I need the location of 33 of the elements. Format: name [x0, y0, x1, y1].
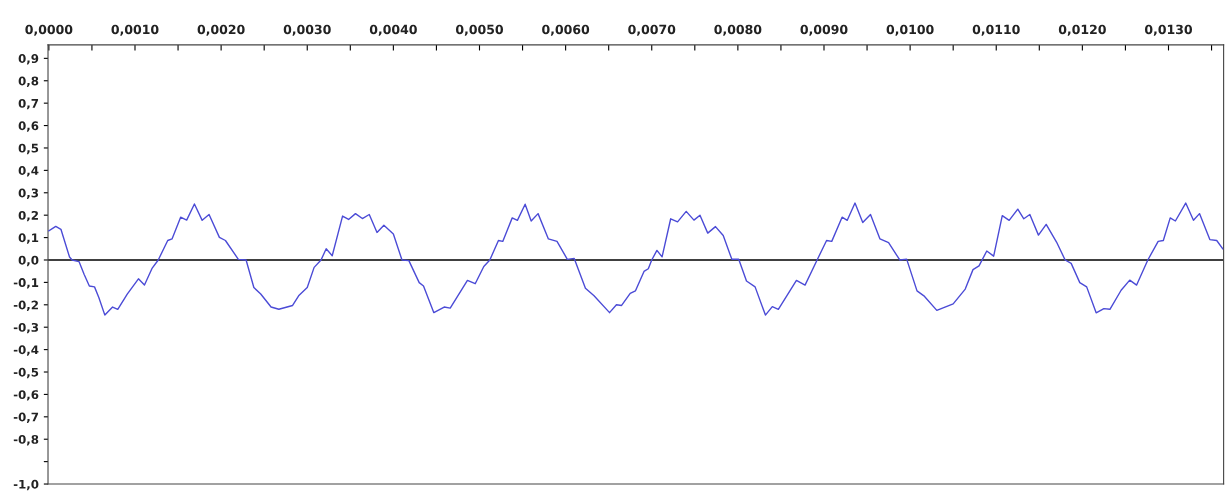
y-tick-label: 0,3	[18, 188, 39, 199]
y-tick-label: -0,6	[13, 390, 39, 401]
y-tick-label: -0,7	[13, 412, 39, 423]
y-tick-label: -1,0	[13, 479, 39, 491]
x-tick-label: 0,0030	[283, 24, 331, 36]
x-tick-label: 0,0040	[369, 24, 417, 36]
x-tick-label: 0,0080	[714, 24, 762, 36]
y-tick-label: 0,6	[18, 121, 39, 132]
y-tick-label: -0,1	[13, 278, 39, 289]
y-tick-label: 0,5	[18, 143, 39, 155]
x-tick-label: 0,0050	[455, 24, 504, 36]
x-tick-label: 0,0110	[972, 24, 1020, 36]
x-tick-label: 0,0010	[111, 24, 159, 36]
x-tick-label: 0,0090	[800, 24, 848, 36]
y-tick-label: -0,3	[13, 322, 39, 334]
y-tick-label: 0,1	[18, 233, 39, 244]
y-tick-label: -0,2	[13, 300, 38, 311]
x-tick-label: 0,0070	[628, 24, 676, 36]
x-tick-label: 0,0130	[1144, 24, 1193, 36]
y-tick-label: -0,4	[13, 345, 39, 356]
y-tick-label: 0,8	[18, 76, 39, 87]
y-tick-label: -0,5	[13, 367, 39, 379]
y-tick-label: 0,2	[18, 210, 38, 222]
x-tick-label: 0,0060	[542, 24, 590, 36]
y-tick-label: 0,7	[18, 98, 39, 110]
y-tick-label: 0,0	[18, 255, 39, 267]
y-tick-label: 0,9	[18, 54, 39, 65]
x-tick-label: 0,0100	[886, 24, 934, 36]
x-tick-label: 0,0020	[197, 24, 245, 36]
y-tick-label: -0,8	[13, 434, 39, 446]
x-tick-label: 0,0120	[1058, 24, 1106, 36]
y-tick-label: 0,4	[18, 166, 39, 177]
x-tick-label: 0,0000	[25, 24, 73, 36]
